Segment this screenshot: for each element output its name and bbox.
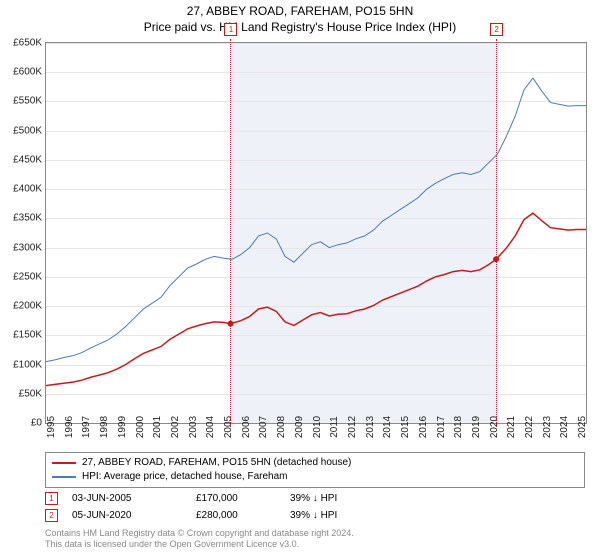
transaction-date: 05-JUN-2020 <box>72 510 182 521</box>
y-axis-label: £450K <box>13 154 42 165</box>
transaction-dot <box>228 321 234 327</box>
y-axis-label: £600K <box>13 67 42 78</box>
transaction-marker: 2 <box>490 23 503 36</box>
y-axis-label: £100K <box>13 359 42 370</box>
transaction-date: 03-JUN-2005 <box>72 493 182 504</box>
title-subtitle: Price paid vs. HM Land Registry's House … <box>0 20 600 36</box>
transaction-delta: 39% ↓ HPI <box>290 510 410 521</box>
legend-row: HPI: Average price, detached house, Fare… <box>52 470 578 484</box>
transaction-row: 1 03-JUN-2005 £170,000 39% ↓ HPI <box>45 490 585 507</box>
footer-attribution: Contains HM Land Registry data © Crown c… <box>45 528 585 551</box>
y-axis-label: £400K <box>13 184 42 195</box>
legend-row: 27, ABBEY ROAD, FAREHAM, PO15 5HN (detac… <box>52 456 578 470</box>
y-axis-label: £200K <box>13 301 42 312</box>
y-axis-label: £250K <box>13 271 42 282</box>
y-axis-label: £500K <box>13 125 42 136</box>
legend: 27, ABBEY ROAD, FAREHAM, PO15 5HN (detac… <box>45 452 585 488</box>
transaction-marker: 1 <box>224 23 237 36</box>
transaction-price: £280,000 <box>196 510 276 521</box>
y-axis-label: £0 <box>31 418 42 429</box>
title-address: 27, ABBEY ROAD, FAREHAM, PO15 5HN <box>0 4 600 20</box>
transaction-delta: 39% ↓ HPI <box>290 493 410 504</box>
transaction-table: 1 03-JUN-2005 £170,000 39% ↓ HPI 2 05-JUN-202… <box>45 490 585 524</box>
transaction-row: 2 05-JUN-2020 £280,000 39% ↓ HPI <box>45 507 585 524</box>
legend-swatch <box>52 476 76 478</box>
legend-swatch <box>52 462 76 464</box>
y-axis-label: £50K <box>19 388 42 399</box>
transaction-row-marker: 1 <box>45 492 58 505</box>
legend-label: HPI: Average price, detached house, Fare… <box>82 470 288 484</box>
title-block: 27, ABBEY ROAD, FAREHAM, PO15 5HN Price … <box>0 0 600 35</box>
transaction-price: £170,000 <box>196 493 276 504</box>
y-axis-label: £350K <box>13 213 42 224</box>
legend-label: 27, ABBEY ROAD, FAREHAM, PO15 5HN (detac… <box>82 456 351 470</box>
y-axis-label: £300K <box>13 242 42 253</box>
transaction-dot <box>493 256 499 262</box>
chart-plot-area: £0£50K£100K£150K£200K£250K£300K£350K£400… <box>45 42 587 424</box>
transaction-row-marker: 2 <box>45 509 58 522</box>
footer-line-1: Contains HM Land Registry data © Crown c… <box>45 528 585 539</box>
y-axis-label: £550K <box>13 96 42 107</box>
series-hpi <box>46 78 586 362</box>
chart-container: 27, ABBEY ROAD, FAREHAM, PO15 5HN Price … <box>0 0 600 560</box>
series-property <box>46 213 586 386</box>
y-axis-label: £650K <box>13 38 42 49</box>
y-axis-label: £150K <box>13 330 42 341</box>
footer-line-2: This data is licensed under the Open Gov… <box>45 539 585 550</box>
